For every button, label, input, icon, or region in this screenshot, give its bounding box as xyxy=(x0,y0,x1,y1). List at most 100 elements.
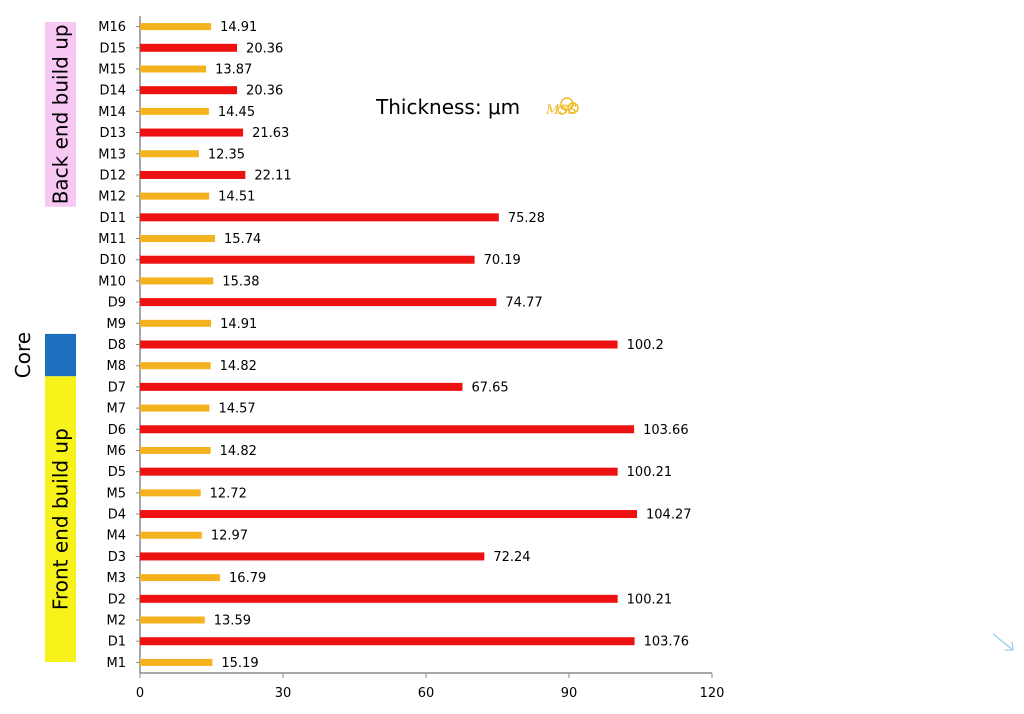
bar-m11 xyxy=(140,235,216,243)
bar-d2 xyxy=(140,594,618,603)
arrow-icon xyxy=(992,633,1014,651)
value-label-m5: 12.72 xyxy=(210,486,247,501)
bar-d4 xyxy=(140,510,638,519)
category-label-m14: M14 xyxy=(98,105,126,120)
category-label-d3: D3 xyxy=(108,550,126,565)
category-label-d14: D14 xyxy=(99,84,126,99)
category-label-m8: M8 xyxy=(107,359,127,374)
bar-m8 xyxy=(140,362,211,370)
category-label-m7: M7 xyxy=(107,402,127,417)
value-label-d1: 103.76 xyxy=(644,635,690,650)
back-end-build-up-band xyxy=(45,22,76,207)
category-label-d2: D2 xyxy=(108,592,126,607)
category-label-m13: M13 xyxy=(98,147,126,162)
category-label-m5: M5 xyxy=(107,486,127,501)
bar-m14 xyxy=(140,107,209,115)
category-label-m6: M6 xyxy=(107,444,127,459)
category-label-d5: D5 xyxy=(108,465,126,480)
category-label-m12: M12 xyxy=(98,190,126,205)
category-label-d11: D11 xyxy=(99,211,126,226)
value-label-m3: 16.79 xyxy=(229,571,266,586)
mss-logo: MSS xyxy=(545,97,579,118)
chart-title: Thickness: μm xyxy=(375,95,520,119)
bar-d6 xyxy=(140,425,635,434)
front-end-build-up-band xyxy=(45,376,76,662)
x-tick-label: 120 xyxy=(700,686,725,701)
core-label: Core xyxy=(11,332,35,378)
bar-m10 xyxy=(140,277,214,285)
category-label-m9: M9 xyxy=(107,317,127,332)
value-label-d2: 100.21 xyxy=(627,592,673,607)
bar-m13 xyxy=(140,150,199,158)
bar-d1 xyxy=(140,637,635,646)
bar-m6 xyxy=(140,446,211,454)
category-label-m3: M3 xyxy=(107,571,127,586)
value-label-m15: 13.87 xyxy=(215,62,252,77)
bar-d14 xyxy=(140,86,238,95)
front-end-build-up-label: Front end build up xyxy=(49,428,73,610)
bar-m12 xyxy=(140,192,210,200)
value-label-m6: 14.82 xyxy=(220,444,257,459)
bar-d15 xyxy=(140,43,238,52)
x-tick-label: 0 xyxy=(136,686,144,701)
bar-m15 xyxy=(140,65,207,73)
category-label-d7: D7 xyxy=(108,380,126,395)
value-label-m10: 15.38 xyxy=(222,274,259,289)
value-label-m2: 13.59 xyxy=(214,614,251,629)
x-ticks-group: 0 30 60 90 120 xyxy=(136,673,725,701)
bar-m9 xyxy=(140,319,212,327)
category-label-m4: M4 xyxy=(107,529,127,544)
value-label-m7: 14.57 xyxy=(218,402,255,417)
value-label-m11: 15.74 xyxy=(224,232,261,247)
value-label-d10: 70.19 xyxy=(484,253,521,268)
value-label-d12: 22.11 xyxy=(254,168,291,183)
category-label-m16: M16 xyxy=(98,20,126,35)
category-label-m15: M15 xyxy=(98,62,126,77)
category-label-d10: D10 xyxy=(99,253,126,268)
bar-d8 xyxy=(140,340,618,349)
bar-m7 xyxy=(140,404,210,412)
category-label-d6: D6 xyxy=(108,423,126,438)
value-label-m8: 14.82 xyxy=(220,359,257,374)
bar-d12 xyxy=(140,170,246,179)
value-label-d13: 21.63 xyxy=(252,126,289,141)
core-band xyxy=(45,333,76,377)
value-label-m4: 12.97 xyxy=(211,529,248,544)
value-label-d11: 75.28 xyxy=(508,211,545,226)
value-label-d6: 103.66 xyxy=(643,423,689,438)
x-tick-label: 30 xyxy=(275,686,292,701)
category-label-m2: M2 xyxy=(107,614,127,629)
mss-logo-text: MSS xyxy=(545,103,577,118)
bar-m16 xyxy=(140,23,212,31)
value-label-d15: 20.36 xyxy=(246,41,283,56)
bar-d7 xyxy=(140,382,463,391)
value-label-d14: 20.36 xyxy=(246,84,283,99)
bar-d10 xyxy=(140,255,475,264)
category-label-d9: D9 xyxy=(108,296,126,311)
bar-m3 xyxy=(140,574,221,582)
bar-m2 xyxy=(140,616,205,624)
bar-d9 xyxy=(140,298,497,307)
bar-d3 xyxy=(140,552,485,561)
value-label-m12: 14.51 xyxy=(218,190,255,205)
value-label-d8: 100.2 xyxy=(627,338,664,353)
value-label-m14: 14.45 xyxy=(218,105,255,120)
bar-m4 xyxy=(140,531,202,539)
bar-d5 xyxy=(140,467,618,476)
value-label-m1: 15.19 xyxy=(221,656,258,671)
value-label-m16: 14.91 xyxy=(220,20,257,35)
bar-d11 xyxy=(140,213,499,222)
x-tick-label: 60 xyxy=(418,686,435,701)
value-label-m9: 14.91 xyxy=(220,317,257,332)
value-label-d7: 67.65 xyxy=(471,380,508,395)
x-tick-label: 90 xyxy=(561,686,578,701)
category-label-m10: M10 xyxy=(98,274,126,289)
value-label-d3: 72.24 xyxy=(493,550,530,565)
bars-group: M1 15.19 D1 103.76 M2 13.59 D2 100.21 M3 16.79 D3 7… xyxy=(98,20,691,671)
value-label-d5: 100.21 xyxy=(627,465,673,480)
bar-d13 xyxy=(140,128,244,137)
category-label-d15: D15 xyxy=(99,41,126,56)
bar-m1 xyxy=(140,658,213,666)
value-label-m13: 12.35 xyxy=(208,147,245,162)
